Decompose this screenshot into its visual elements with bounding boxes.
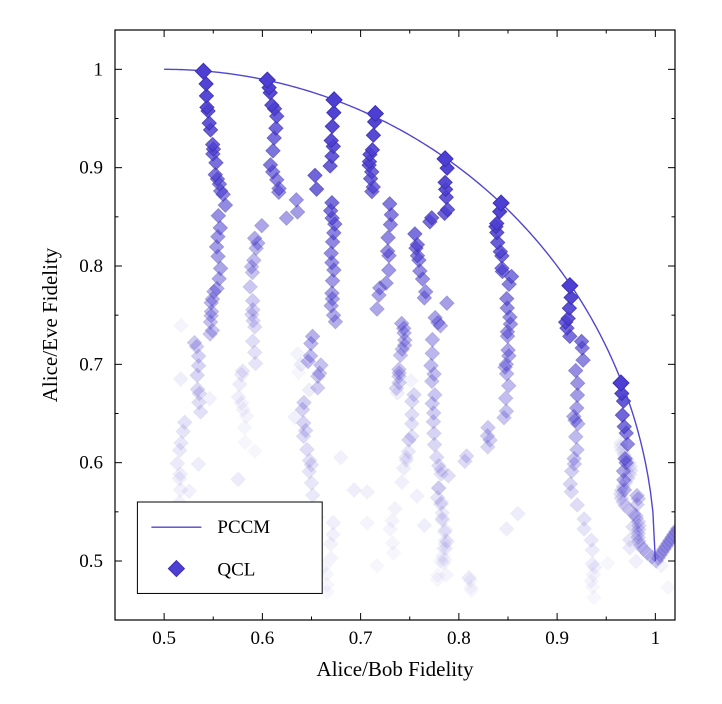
legend-label-qcl: QCL bbox=[217, 560, 255, 581]
svg-text:0.9: 0.9 bbox=[79, 158, 103, 179]
svg-text:0.5: 0.5 bbox=[152, 628, 176, 649]
svg-text:0.8: 0.8 bbox=[447, 628, 471, 649]
svg-text:0.5: 0.5 bbox=[79, 551, 103, 572]
legend-label-pccm: PCCM bbox=[217, 517, 270, 538]
svg-text:0.7: 0.7 bbox=[349, 628, 373, 649]
svg-text:1: 1 bbox=[94, 59, 104, 80]
chart-svg: 0.5 0.6 0.7 0.8 0.9 1 0.5 0.6 0.7 0.8 0.9 1 Alice/Bo… bbox=[0, 0, 722, 704]
x-axis-label: Alice/Bob Fidelity bbox=[317, 657, 474, 681]
svg-text:0.6: 0.6 bbox=[79, 453, 103, 474]
fidelity-chart: 0.5 0.6 0.7 0.8 0.9 1 0.5 0.6 0.7 0.8 0.9 1 Alice/Bo… bbox=[0, 0, 722, 704]
svg-text:1: 1 bbox=[651, 628, 661, 649]
svg-text:0.7: 0.7 bbox=[79, 354, 103, 375]
y-axis-label: Alice/Eve Fidelity bbox=[38, 247, 62, 402]
svg-text:0.8: 0.8 bbox=[79, 256, 103, 277]
svg-text:0.6: 0.6 bbox=[250, 628, 274, 649]
svg-text:0.9: 0.9 bbox=[545, 628, 569, 649]
